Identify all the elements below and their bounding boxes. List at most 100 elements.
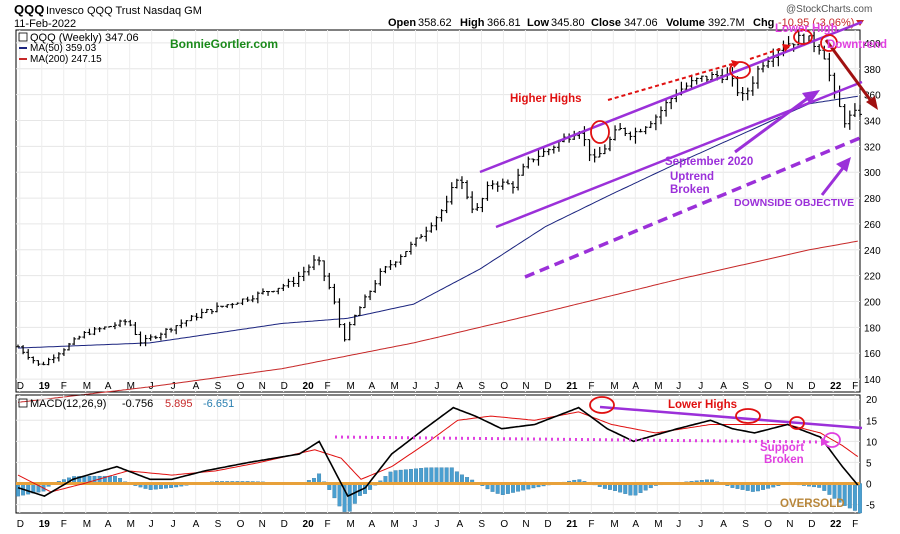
ohlc-bar	[480, 197, 485, 213]
uptrend-label: Uptrend	[670, 171, 714, 183]
macd-y-tick-label: -5	[866, 501, 875, 512]
macd-x-tick-label: M	[83, 519, 91, 530]
macd-x-tick-label: N	[786, 519, 793, 530]
price-x-tick-label: A	[369, 381, 376, 392]
high-circle-nov21	[793, 29, 813, 45]
ohlc-bar	[327, 272, 332, 290]
downside-objective-label: DOWNSIDE OBJECTIVE	[734, 197, 854, 209]
ohlc-bar	[592, 148, 597, 163]
ohlc-bar	[250, 295, 255, 303]
macd-x-tick-label: F	[61, 519, 67, 530]
price-x-tick-label: 19	[39, 381, 51, 392]
ohlc-bar	[245, 296, 250, 303]
price-y-tick-label: 160	[864, 349, 881, 360]
macd-histogram-bar	[439, 467, 444, 484]
price-x-tick-label: F	[588, 381, 594, 392]
legend-ma50: MA(50) 359.03	[30, 43, 97, 54]
macd-support-label: Support	[760, 442, 804, 454]
macd-x-tick-label: J	[676, 519, 681, 530]
header-high: 366.81	[487, 17, 521, 29]
ohlc-bar	[281, 283, 286, 291]
macd-x-tick-label: S	[478, 519, 485, 530]
price-x-tick-label: 22	[830, 381, 842, 392]
ohlc-bar	[337, 298, 342, 328]
macd-histogram-bar	[388, 471, 393, 484]
ohlc-bar	[240, 298, 245, 306]
ohlc-bar	[531, 158, 536, 163]
uptrend-broken-arrow-icon	[802, 90, 820, 104]
macd-x-tick-label: J	[171, 519, 176, 530]
macd-x-tick-label: J	[434, 519, 439, 530]
price-x-tick-label: J	[698, 381, 703, 392]
ohlc-bar	[97, 327, 102, 333]
price-x-tick-label: M	[654, 381, 662, 392]
macd-circle-support	[823, 432, 841, 448]
downtrend-arrow-icon	[866, 96, 878, 110]
ohlc-bar	[597, 146, 602, 158]
ohlc-bar	[755, 65, 760, 89]
price-y-tick-label: 400	[864, 39, 881, 50]
downtrend-line	[824, 39, 876, 106]
ma200-line	[17, 240, 858, 403]
ohlc-bar	[72, 337, 77, 345]
ohlc-bar	[311, 255, 316, 271]
ohlc-bar	[653, 114, 658, 131]
price-y-axis: 140 160 180 200 220 240 260 280 300 320 340 360 380 4…	[864, 39, 881, 386]
price-x-tick-label: J	[434, 381, 439, 392]
ohlc-bar	[179, 319, 184, 329]
macd-circle-sep21	[735, 408, 761, 424]
price-y-tick-label: 180	[864, 323, 881, 334]
macd-y-tick-label: 10	[866, 437, 878, 448]
ohlc-bar	[419, 234, 424, 239]
ohlc-bar	[699, 75, 704, 82]
ohlc-bar	[429, 222, 434, 233]
macd-x-tick-label: J	[149, 519, 154, 530]
ohlc-bar	[664, 99, 669, 117]
ohlc-bar	[526, 156, 531, 169]
price-grid	[16, 30, 860, 392]
ohlc-bar	[36, 360, 41, 366]
macd-legend-signal: 5.895	[165, 398, 193, 410]
ohlc-bar	[215, 302, 220, 313]
ohlc-bar	[296, 271, 301, 287]
legend-ma200: MA(200) 247.15	[30, 54, 102, 65]
ohlc-bar	[194, 313, 199, 321]
macd-histogram-bar	[403, 469, 408, 484]
ohlc-bar	[352, 314, 357, 326]
price-x-tick-label: M	[347, 381, 355, 392]
price-x-tick-label: A	[632, 381, 639, 392]
ohlc-bar	[199, 308, 204, 319]
macd-histogram-bar	[26, 483, 31, 495]
macd-histogram-bar	[434, 467, 439, 484]
ohlc-bar	[87, 328, 92, 336]
ohlc-bar	[858, 104, 862, 117]
ohlc-bar	[189, 315, 194, 322]
higher-highs-arrow-2-icon	[782, 44, 791, 52]
macd-x-tick-label: 21	[566, 519, 578, 530]
macd-x-tick-label: M	[654, 519, 662, 530]
channel-lower-line	[495, 80, 863, 229]
macd-x-tick-label: M	[347, 519, 355, 530]
ma50-line	[18, 95, 858, 349]
ohlc-bar	[255, 291, 260, 304]
macd-histogram-bar	[414, 468, 418, 484]
ohlc-bars	[16, 29, 862, 366]
ohlc-bar	[465, 180, 470, 200]
ohlc-legend-icon	[18, 32, 28, 42]
ohlc-bar	[454, 178, 459, 189]
ohlc-bar	[516, 168, 521, 191]
header-open: 358.62	[418, 17, 452, 29]
ohlc-bar	[112, 322, 117, 330]
ohlc-bar	[363, 294, 368, 309]
ohlc-bar	[61, 348, 66, 356]
ohlc-bar	[817, 44, 822, 55]
macd-legend-title: MACD(12,26,9)	[30, 398, 106, 410]
ohlc-bar	[286, 278, 291, 288]
ohlc-bar	[740, 86, 745, 101]
price-x-tick-label: A	[105, 381, 112, 392]
ohlc-bar	[138, 331, 143, 347]
price-y-tick-label: 380	[864, 65, 881, 76]
macd-lower-highs-line	[599, 405, 863, 430]
ohlc-bar	[393, 261, 398, 268]
high-circle-jan22	[820, 34, 838, 52]
